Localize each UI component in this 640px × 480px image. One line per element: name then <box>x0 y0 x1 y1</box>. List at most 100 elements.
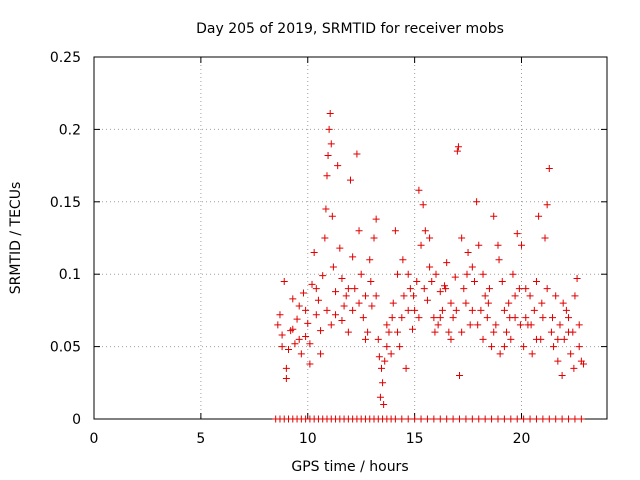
data-point <box>443 415 451 423</box>
data-point <box>484 299 492 307</box>
data-point <box>488 343 496 351</box>
data-point <box>308 280 316 288</box>
data-point <box>312 285 320 293</box>
data-point <box>543 201 551 209</box>
data-point <box>449 415 457 423</box>
data-point <box>278 331 286 339</box>
data-point <box>550 343 558 351</box>
data-point <box>327 321 335 329</box>
data-point <box>394 328 402 336</box>
data-point <box>304 319 312 327</box>
data-point <box>560 335 568 343</box>
data-point <box>349 253 357 261</box>
data-point <box>500 306 508 314</box>
data-point <box>545 164 553 172</box>
data-point <box>434 321 442 329</box>
data-point <box>526 415 534 423</box>
data-point <box>513 415 521 423</box>
data-point <box>516 321 524 329</box>
data-point <box>355 227 363 235</box>
data-point <box>366 256 374 264</box>
data-point <box>423 415 431 423</box>
data-point <box>454 143 462 151</box>
data-point <box>368 302 376 310</box>
data-point <box>481 292 489 300</box>
data-point <box>402 364 410 372</box>
data-point <box>374 335 382 343</box>
data-point <box>451 273 459 281</box>
data-point <box>328 212 336 220</box>
data-point <box>334 162 342 170</box>
data-point <box>408 325 416 333</box>
data-point <box>481 415 489 423</box>
data-point <box>421 227 429 235</box>
data-point <box>545 415 553 423</box>
data-point <box>351 285 359 293</box>
data-point <box>453 147 461 155</box>
data-point <box>388 314 396 322</box>
data-point <box>507 335 515 343</box>
data-point <box>456 415 464 423</box>
data-point <box>332 288 340 296</box>
data-point <box>364 328 372 336</box>
data-point <box>367 277 375 285</box>
data-point <box>375 353 383 361</box>
data-point <box>554 357 562 365</box>
data-point <box>554 335 562 343</box>
data-point <box>399 256 407 264</box>
data-point <box>406 285 414 293</box>
data-point <box>295 335 303 343</box>
data-point <box>468 263 476 271</box>
data-point <box>417 415 425 423</box>
data-point <box>370 234 378 242</box>
data-point <box>479 270 487 278</box>
data-point <box>404 415 412 423</box>
data-point <box>306 340 314 348</box>
data-point <box>359 314 367 322</box>
data-point <box>498 277 506 285</box>
x-tick-label: 15 <box>406 431 424 447</box>
data-point <box>329 263 337 271</box>
data-point <box>522 314 530 322</box>
data-point <box>285 345 293 353</box>
data-point <box>383 343 391 351</box>
data-point <box>458 234 466 242</box>
data-point <box>391 227 399 235</box>
x-tick-label: 0 <box>90 431 99 447</box>
data-point <box>398 415 406 423</box>
data-point <box>492 321 500 329</box>
data-point <box>297 350 305 358</box>
data-point <box>509 270 517 278</box>
data-point <box>494 241 502 249</box>
data-point <box>327 140 335 148</box>
data-point <box>579 360 587 368</box>
data-point <box>426 234 434 242</box>
data-point <box>319 272 327 280</box>
data-point <box>355 299 363 307</box>
data-point <box>394 270 402 278</box>
data-point <box>577 415 585 423</box>
data-point <box>477 306 485 314</box>
data-point <box>340 302 348 310</box>
data-point <box>474 321 482 329</box>
data-point <box>495 256 503 264</box>
data-point <box>565 415 573 423</box>
data-point <box>556 321 564 329</box>
data-point <box>312 311 320 319</box>
data-point <box>575 343 583 351</box>
data-point <box>500 343 508 351</box>
data-point <box>342 292 350 300</box>
data-point <box>338 275 346 283</box>
data-point <box>361 335 369 343</box>
data-point <box>483 314 491 322</box>
data-point <box>441 282 449 290</box>
data-point <box>462 299 470 307</box>
data-point <box>456 372 464 380</box>
data-point <box>571 292 579 300</box>
data-point <box>443 259 451 267</box>
data-point <box>299 289 307 297</box>
data-point <box>436 314 444 322</box>
data-point <box>349 306 357 314</box>
data-point <box>411 306 419 314</box>
data-point <box>432 270 440 278</box>
